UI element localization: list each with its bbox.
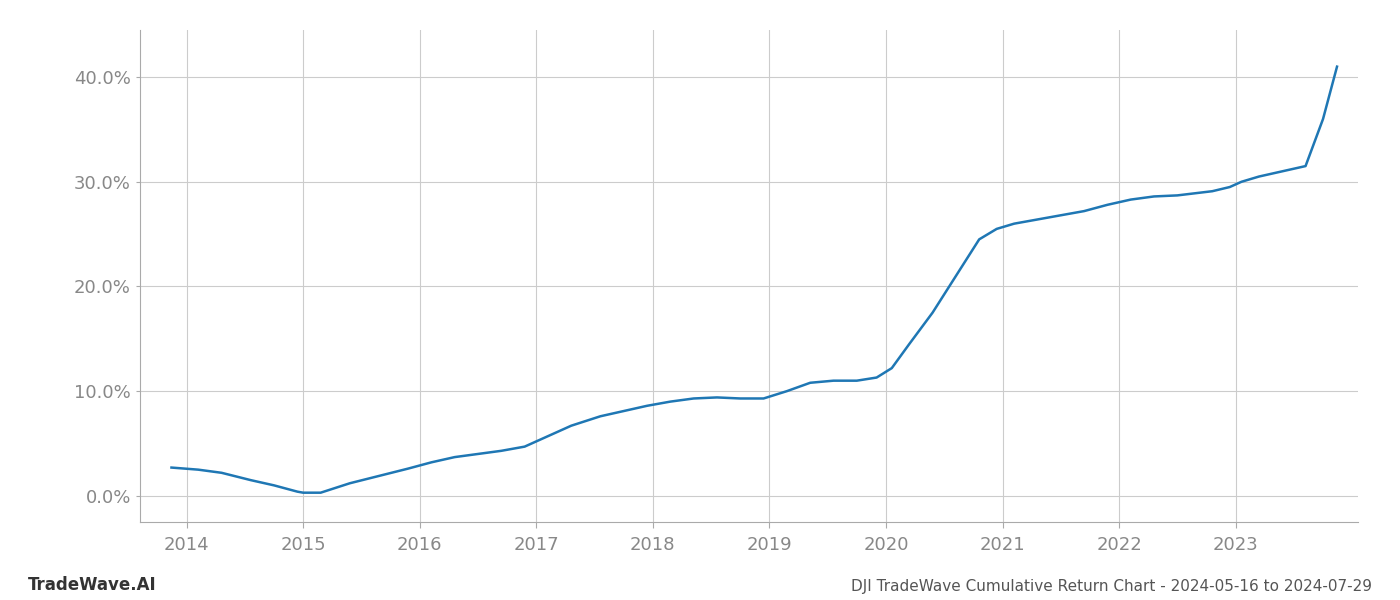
Text: TradeWave.AI: TradeWave.AI (28, 576, 157, 594)
Text: DJI TradeWave Cumulative Return Chart - 2024-05-16 to 2024-07-29: DJI TradeWave Cumulative Return Chart - … (851, 579, 1372, 594)
